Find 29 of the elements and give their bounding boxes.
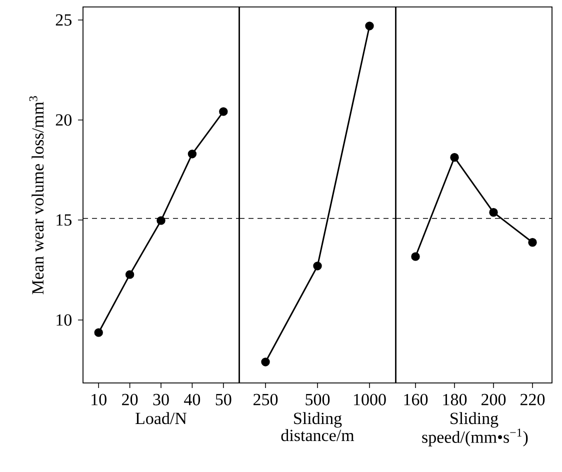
y-axis-title: Mean wear volume loss/mm$^{3}$ [29, 96, 44, 294]
x-axis-title: Sliding speed/(mm•s$^{−1}$) [422, 412, 528, 446]
x-tick-label: 10 [92, 394, 106, 406]
point [156, 216, 166, 225]
x-tick-label: 40 [184, 394, 200, 406]
x-tick-label: 30 [153, 394, 169, 406]
x-tick-label: 500 [306, 394, 330, 406]
x-axis-title: Sliding distance/m [281, 412, 354, 442]
y-tick-label: 15 [56, 214, 72, 226]
point [528, 238, 537, 247]
x-tick-label: 1000 [354, 394, 386, 406]
y-tick-label: 25 [56, 14, 72, 26]
x-tick-label: 200 [482, 394, 506, 406]
point [188, 150, 197, 158]
point [219, 107, 228, 116]
point [94, 328, 103, 337]
x-tick-label: 160 [404, 394, 428, 406]
y-tick-label: 20 [56, 114, 72, 126]
x-tick-label: 180 [443, 394, 467, 406]
x-tick-label: 50 [216, 394, 232, 406]
y-tick-label: 10 [56, 314, 72, 326]
x-axis-title: Load/N [136, 412, 187, 424]
point [489, 208, 498, 217]
x-tick-label: 20 [122, 394, 138, 406]
x-tick-label: 220 [520, 394, 545, 406]
x-tick-label: 250 [254, 394, 278, 406]
point [411, 252, 420, 261]
point [125, 270, 134, 279]
point [450, 153, 459, 162]
